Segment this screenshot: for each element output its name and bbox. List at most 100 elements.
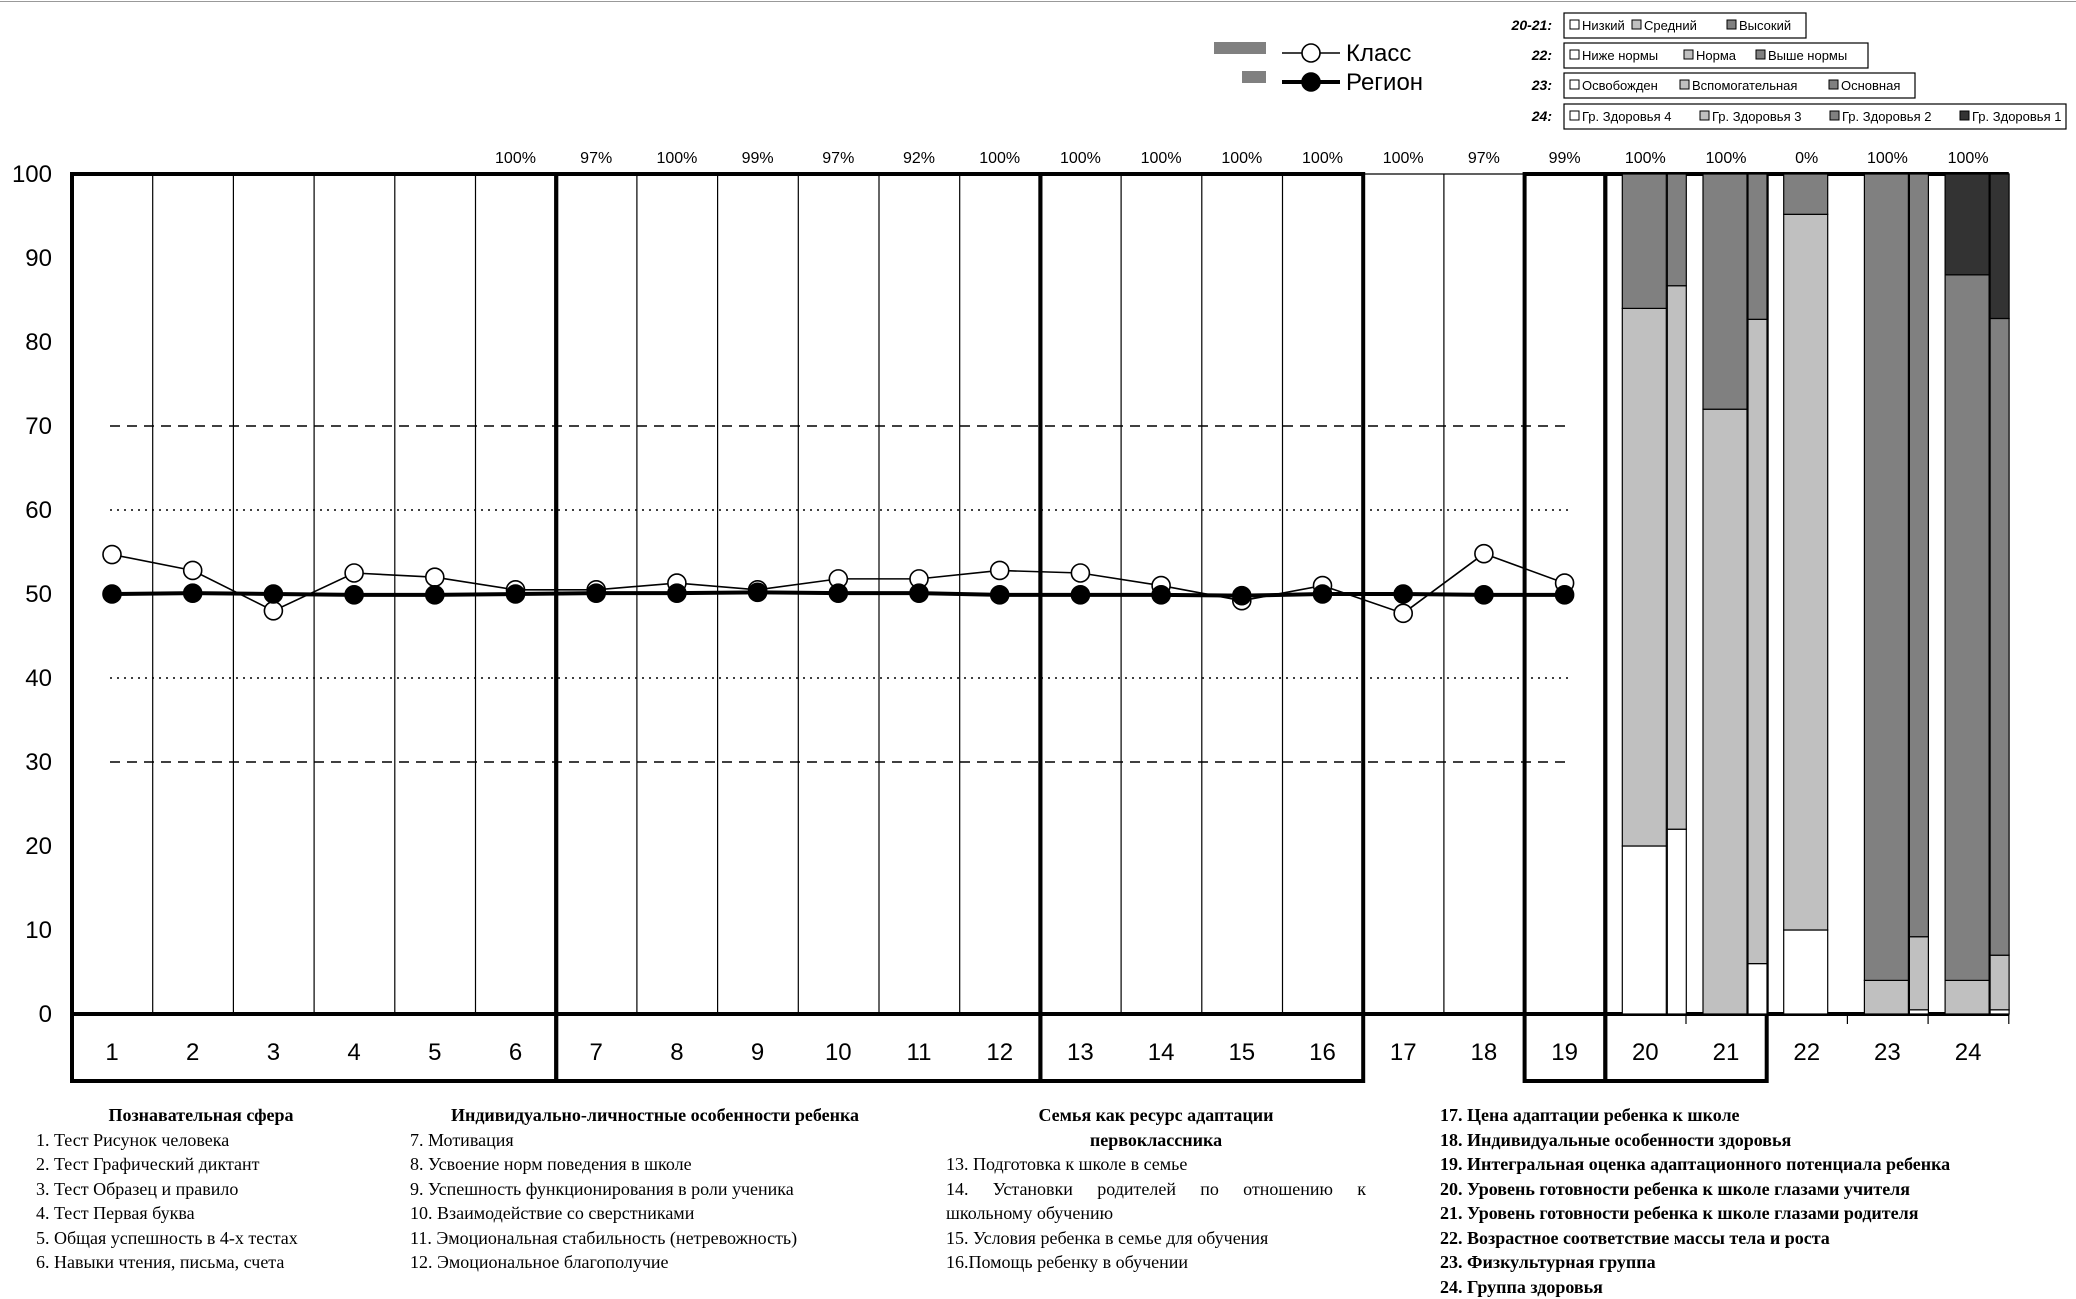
region-point <box>829 584 847 602</box>
y-tick-label: 10 <box>25 917 52 944</box>
class-point <box>991 561 1009 579</box>
bar-region-24-segment <box>1990 955 2009 1010</box>
region-point <box>991 586 1009 604</box>
bar-class-23-segment <box>1864 980 1908 1014</box>
category-legend-item: Средний <box>1644 18 1697 33</box>
legend-marker <box>1302 44 1320 62</box>
class-point <box>345 564 363 582</box>
category-legend-item: Гр. Здоровья 4 <box>1582 109 1671 124</box>
bar-region-23-segment <box>1909 937 1928 1010</box>
percent-label: 97% <box>822 150 854 167</box>
x-tick-label: 1 <box>105 1039 118 1066</box>
stacked-bars <box>1622 174 2009 1014</box>
x-tick-label: 21 <box>1713 1039 1740 1066</box>
bar-region-24-segment <box>1990 174 2009 318</box>
region-point <box>1152 586 1170 604</box>
class-point <box>103 546 121 564</box>
category-legend-code: 20-21: <box>1511 17 1552 33</box>
percent-labels: 100%97%100%99%97%92%100%100%100%100%100%… <box>495 150 1989 167</box>
percent-label: 100% <box>1706 150 1747 167</box>
region-point <box>1233 587 1251 605</box>
bar-class-22-segment <box>1784 214 1828 930</box>
x-tick-label: 11 <box>907 1039 932 1066</box>
category-legend-item: Высокий <box>1739 18 1791 33</box>
region-point <box>1394 585 1412 603</box>
class-point <box>426 568 444 586</box>
class-point <box>264 602 282 620</box>
bar-region-23-segment <box>1909 174 1928 937</box>
note-item: 3. Тест Образец и правило <box>36 1177 366 1202</box>
x-tick-label: 9 <box>751 1039 764 1066</box>
legend-label: Регион <box>1346 69 1423 96</box>
bar-class-20-segment <box>1622 846 1666 1014</box>
note-item: 2. Тест Графический диктант <box>36 1152 366 1177</box>
region-point <box>345 586 363 604</box>
x-tick-label: 24 <box>1955 1039 1982 1066</box>
bar-region-24-segment <box>1990 1010 2009 1014</box>
bar-class-21-segment <box>1703 409 1747 1014</box>
y-tick-label: 30 <box>25 749 52 776</box>
category-legend-swatch <box>1570 50 1579 59</box>
category-legend-swatch <box>1700 111 1709 120</box>
y-tick-label: 100 <box>12 161 52 188</box>
region-point <box>264 585 282 603</box>
bar-class-22-segment <box>1784 174 1828 214</box>
x-tick-label: 6 <box>509 1039 522 1066</box>
percent-label: 100% <box>1221 150 1262 167</box>
category-legend-swatch <box>1960 111 1969 120</box>
category-legend-code: 24: <box>1531 108 1552 124</box>
notes-personal: Индивидуально-личностные особенности реб… <box>410 1103 900 1275</box>
y-tick-label: 0 <box>39 1001 52 1028</box>
percent-label: 99% <box>1549 150 1581 167</box>
note-item: 13. Подготовка к школе в семье <box>946 1152 1366 1177</box>
notes-personal-title: Индивидуально-личностные особенности реб… <box>410 1103 900 1128</box>
x-tick-label: 23 <box>1874 1039 1901 1066</box>
class-point <box>184 561 202 579</box>
note-item: 19. Интегральная оценка адаптационного п… <box>1440 1152 2060 1177</box>
percent-label: 100% <box>1302 150 1343 167</box>
bar-class-22-segment <box>1784 930 1828 1014</box>
percent-label: 100% <box>495 150 536 167</box>
region-point <box>587 584 605 602</box>
group-label-box <box>556 1014 1040 1081</box>
bar-class-24-segment <box>1945 174 1989 275</box>
x-tick-label: 13 <box>1067 1039 1094 1066</box>
category-legend-item: Освобожден <box>1582 78 1658 93</box>
class-point <box>1475 545 1493 563</box>
percent-label: 92% <box>903 150 935 167</box>
bar-class-21-segment <box>1703 174 1747 409</box>
percent-label: 100% <box>1948 150 1989 167</box>
region-point <box>184 584 202 602</box>
note-item: 7. Мотивация <box>410 1128 900 1153</box>
note-item: 9. Успешность функционирования в роли уч… <box>410 1177 900 1202</box>
category-legend-swatch <box>1756 50 1765 59</box>
category-legend-item: Гр. Здоровья 2 <box>1842 109 1931 124</box>
legend-marker <box>1302 73 1320 91</box>
region-point <box>1314 585 1332 603</box>
bar-region-20-segment <box>1667 174 1686 286</box>
percent-label: 0% <box>1795 150 1818 167</box>
category-legend-swatch <box>1570 20 1579 29</box>
bar-class-20-segment <box>1622 174 1666 308</box>
category-legend-code: 22: <box>1531 47 1552 63</box>
percent-label: 99% <box>742 150 774 167</box>
bar-class-24-segment <box>1945 980 1989 1014</box>
note-item: 20. Уровень готовности ребенка к школе г… <box>1440 1177 2060 1202</box>
y-tick-label: 60 <box>25 497 52 524</box>
class-point <box>1071 564 1089 582</box>
class-point <box>1394 604 1412 622</box>
legend-bar-swatch <box>1214 42 1266 54</box>
x-tick-label: 2 <box>186 1039 199 1066</box>
note-item: 24. Группа здоровья <box>1440 1275 2060 1299</box>
bar-region-23-segment <box>1909 1010 1928 1014</box>
percent-label: 100% <box>1141 150 1182 167</box>
note-item: 22. Возрастное соответствие массы тела и… <box>1440 1226 2060 1251</box>
legend-bar-swatch <box>1242 71 1266 83</box>
bar-region-21-segment <box>1748 964 1767 1014</box>
x-tick-label: 19 <box>1551 1039 1578 1066</box>
note-item: 18. Индивидуальные особенности здоровья <box>1440 1128 2060 1153</box>
